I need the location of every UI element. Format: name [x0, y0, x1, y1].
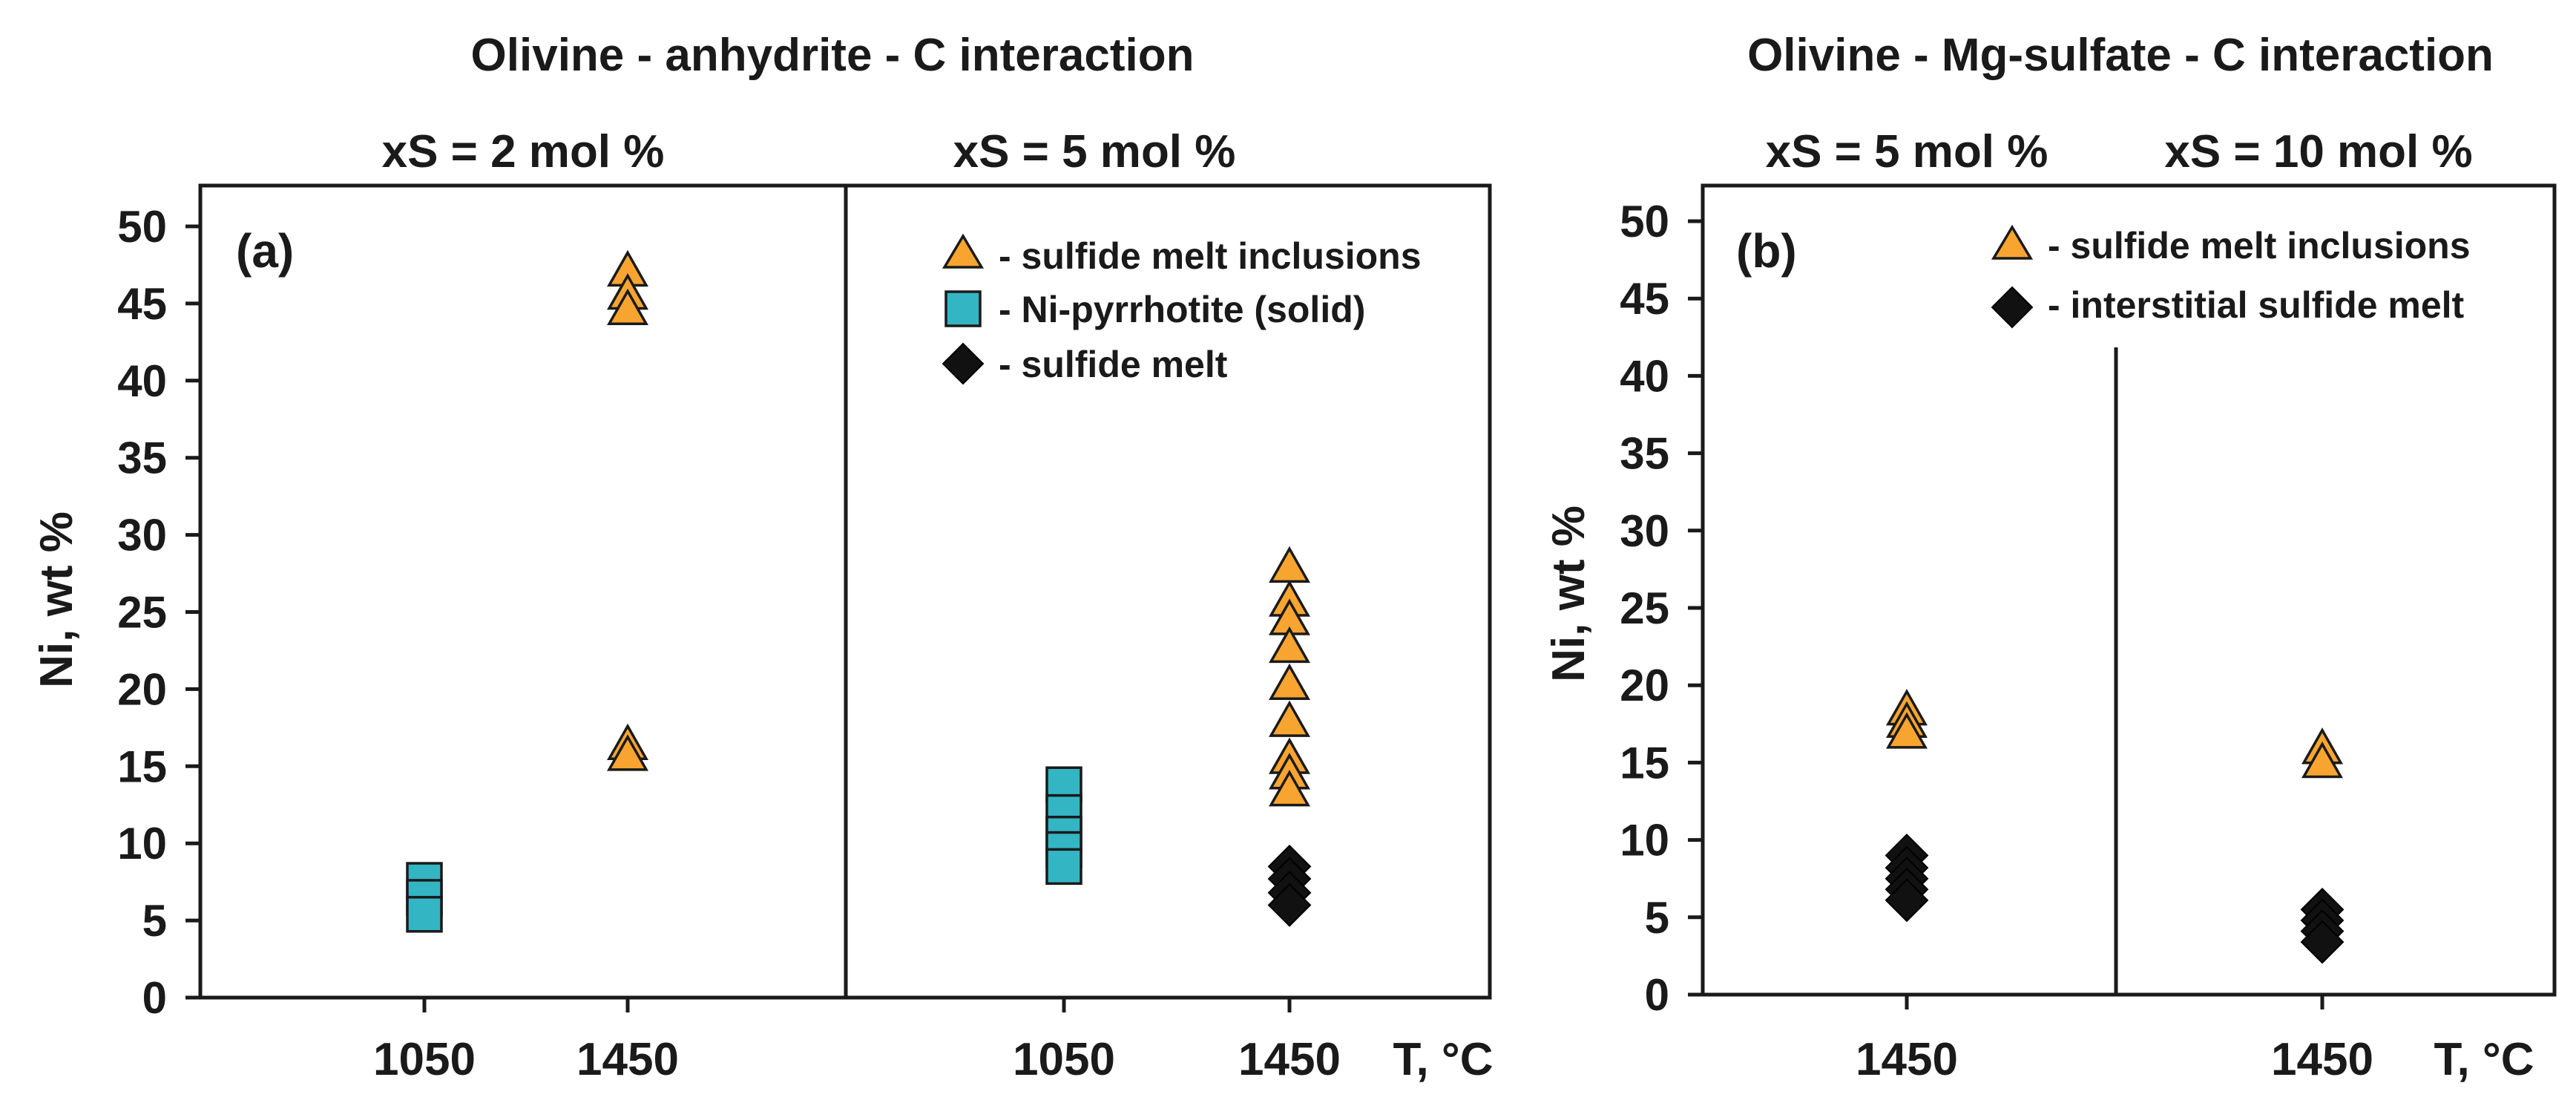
panel-b-title: Olivine - Mg-sulfate - C interaction: [1747, 30, 2494, 81]
panel-a-square-marker-0-2: [406, 896, 443, 933]
panel-b-markers: [1885, 689, 2345, 964]
panel-a-legend-label-diamond: - sulfide melt: [999, 344, 1228, 385]
panel-b-legend-label-triangle: - sulfide melt inclusions: [2048, 225, 2471, 266]
legend-triangle-icon: [942, 233, 985, 269]
panel-b-triangle-marker-1-1: [2301, 741, 2344, 779]
panel-b-ytick-label-45: 45: [1620, 274, 1669, 324]
panel-a-xlabel: T, °C: [1393, 1034, 1493, 1085]
panel-b-ytick-label-10: 10: [1620, 816, 1669, 865]
panel-a-ytick-label-0: 0: [142, 973, 167, 1023]
panel-a-ytick-label-20: 20: [117, 664, 167, 714]
panel-b-subtitle-right: xS = 10 mol %: [2164, 126, 2472, 177]
panel-a-ytick-label-5: 5: [142, 896, 167, 946]
panel-a-xtick-label-1050-right: 1050: [1013, 1034, 1115, 1085]
panel-a-legend-label-square: - Ni-pyrrhotite (solid): [999, 289, 1365, 330]
panel-a-title: Olivine - anhydrite - C interaction: [471, 30, 1195, 81]
panel-a-legend-entry-square: - Ni-pyrrhotite (solid): [944, 289, 1365, 330]
panel-a-label: (a): [236, 224, 294, 278]
panel-a-ytick-label-45: 45: [117, 279, 167, 329]
legend-diamond-icon: [1991, 286, 2034, 329]
panel-b-xtick-label-1450-right: 1450: [2271, 1034, 2373, 1085]
panel-a-xtick-label-1050-left: 1050: [373, 1034, 476, 1085]
panel-b-ytick-label-35: 35: [1620, 429, 1669, 479]
panel-b-legend-entry-triangle: - sulfide melt inclusions: [1991, 224, 2471, 266]
panel-b-ytick-label-20: 20: [1620, 661, 1669, 710]
panel-a-legend-entry-diamond: - sulfide melt: [942, 342, 1228, 385]
panel-b-ytick-label-25: 25: [1620, 583, 1669, 633]
panel-a-triangle-marker-1-5: [1268, 700, 1311, 737]
panel-a-xtick-label-1450-left: 1450: [576, 1034, 679, 1085]
panel-b: Olivine - Mg-sulfate - C interaction xS …: [1543, 30, 2557, 1085]
panel-a-subtitle-left: xS = 2 mol %: [382, 126, 665, 177]
panel-b-xlabel: T, °C: [2434, 1034, 2534, 1085]
panel-b-ytick-label-30: 30: [1620, 506, 1669, 556]
panel-b-subtitle-left: xS = 5 mol %: [1766, 126, 2048, 177]
panel-b-diamond-marker-1-3: [2300, 920, 2345, 964]
panel-a-ytick-label-25: 25: [117, 588, 167, 638]
panel-a-triangle-marker-1-0: [1268, 546, 1311, 583]
panel-a-ytick-label-15: 15: [117, 742, 167, 791]
panel-b-xtick-label-1450-left: 1450: [1856, 1034, 1958, 1085]
panel-a-ytick-label-50: 50: [117, 202, 167, 252]
panel-b-legend: - sulfide melt inclusions - interstitial…: [1991, 224, 2471, 329]
panel-b-ytick-label-40: 40: [1620, 351, 1669, 401]
panel-b-ylabel: Ni, wt %: [1543, 505, 1594, 682]
panel-a-ytick-label-10: 10: [117, 819, 167, 868]
panel-a-ylabel: Ni, wt %: [31, 511, 82, 688]
panel-a-triangle-marker-0-4: [606, 734, 649, 771]
panel-b-label: (b): [1736, 224, 1797, 278]
panel-a-markers: [406, 249, 1312, 933]
panel-a-ytick-label-40: 40: [117, 356, 167, 406]
panel-b-ytick-label-50: 50: [1620, 197, 1669, 246]
panel-b-legend-entry-diamond: - interstitial sulfide melt: [1991, 284, 2465, 329]
panel-a-legend-label-triangle: - sulfide melt inclusions: [999, 235, 1422, 277]
panel-a-legend-entry-triangle: - sulfide melt inclusions: [942, 233, 1422, 277]
panel-b-ytick-label-15: 15: [1620, 738, 1669, 788]
panel-a-yaxis: 0 5 10 15 20 25 30 35 40 45 50: [117, 202, 200, 1023]
panel-a-triangle-marker-1-4: [1268, 663, 1311, 700]
panel-a-triangle-marker-1-8: [1268, 770, 1311, 807]
panel-a-ytick-label-35: 35: [117, 433, 167, 483]
panel-a-diamond-marker-1-3: [1267, 883, 1312, 927]
panel-a-triangle-marker-1-3: [1268, 626, 1311, 664]
panel-a-square-marker-1-4: [1045, 848, 1082, 886]
panel-a: Olivine - anhydrite - C interaction xS =…: [31, 30, 1494, 1085]
panel-a-legend: - sulfide melt inclusions - Ni-pyrrhotit…: [942, 233, 1422, 385]
panel-b-diamond-marker-0-4: [1885, 878, 1929, 923]
legend-triangle-icon: [1991, 224, 2034, 260]
panel-b-triangle-marker-0-2: [1885, 712, 1928, 749]
panel-b-plot-frame: [1701, 183, 2557, 997]
panel-a-subtitle-right: xS = 5 mol %: [953, 126, 1236, 177]
legend-square-icon: [944, 290, 982, 327]
panel-b-yaxis: 0 5 10 15 20 25 30 35 40 45 50: [1620, 197, 1703, 1020]
panel-b-ytick-label-5: 5: [1645, 893, 1669, 943]
panel-a-ytick-label-30: 30: [117, 511, 167, 560]
panel-a-xtick-label-1450-right: 1450: [1238, 1034, 1341, 1085]
legend-diamond-icon: [942, 342, 985, 385]
panel-a-triangle-marker-0-2: [606, 288, 649, 326]
panel-b-ytick-label-0: 0: [1645, 970, 1669, 1020]
panel-b-legend-label-diamond: - interstitial sulfide melt: [2048, 284, 2465, 326]
